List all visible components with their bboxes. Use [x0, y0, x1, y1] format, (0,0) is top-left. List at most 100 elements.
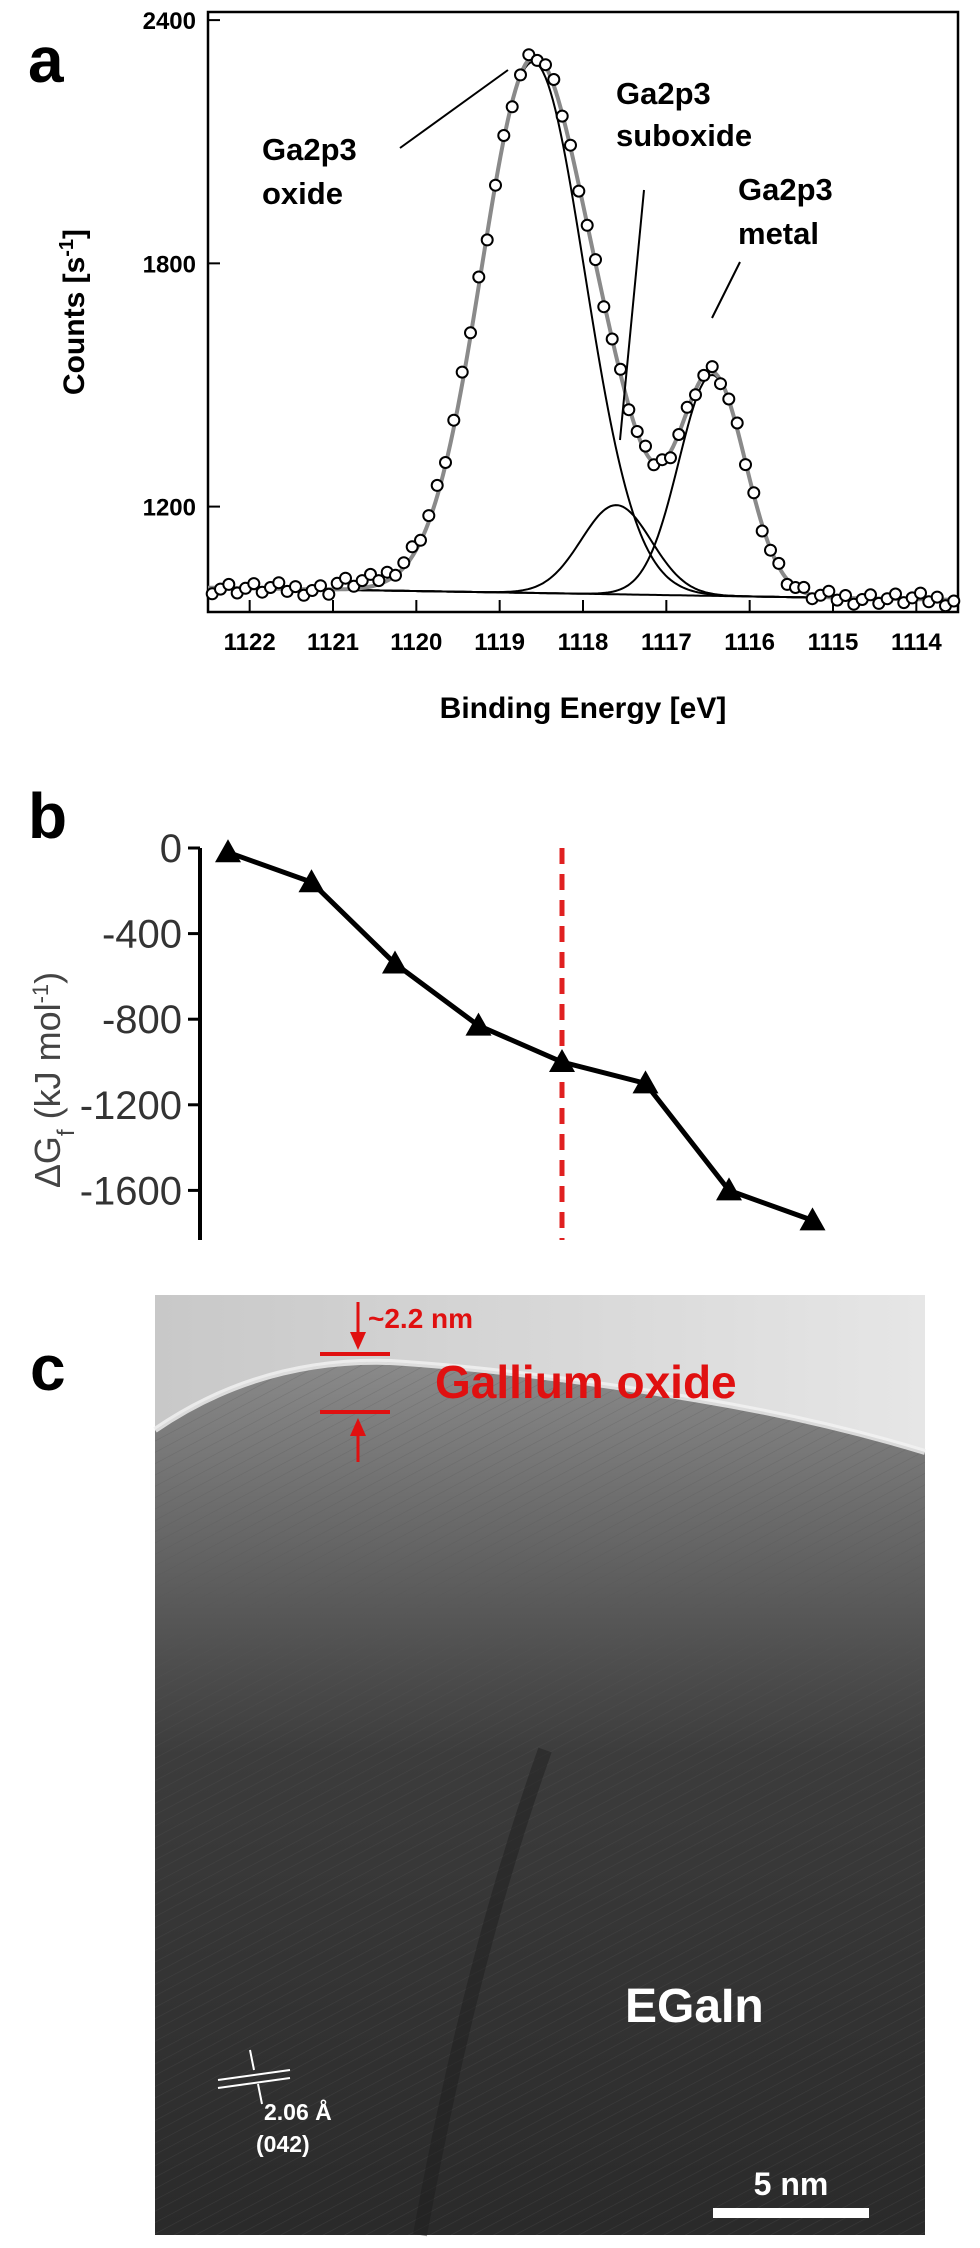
data-point	[405, 540, 419, 554]
y-tick-label-a-1: 1800	[143, 251, 196, 278]
data-point	[414, 533, 427, 547]
x-tick-label-a-3: 1119	[474, 629, 525, 656]
oxide-surface-edge	[153, 1358, 926, 1455]
y-axis-title-b: ΔGf (kJ mol-1)	[27, 972, 80, 1188]
data-point	[422, 509, 436, 523]
data-point	[272, 576, 286, 590]
data-point	[697, 368, 711, 382]
data-point	[889, 587, 902, 601]
spacing-label: 2.06 Å	[264, 2098, 332, 2125]
spacing-line-1	[217, 2069, 291, 2081]
data-point	[322, 587, 336, 601]
y-tick-label-b-1: -400	[102, 913, 182, 957]
x-tick-label-a-0: 1122	[224, 629, 276, 656]
x-tick-label-a-4: 1118	[558, 629, 609, 656]
panel-leter-c: c	[30, 1332, 66, 1404]
tem-image-panel: c ~2.2 nm Gallium oxide EGaIn 2.06 Å (04…	[30, 1295, 926, 2237]
data-point	[489, 178, 502, 192]
data-point	[864, 588, 877, 602]
data-point	[389, 568, 402, 582]
data-point	[497, 129, 511, 142]
data-point	[589, 253, 602, 267]
y-tick-label-b-2: -800	[102, 998, 182, 1042]
panel-b: b 0-400-800-1200-1600-2000 Ag2OCu2OSnO2I…	[0, 740, 980, 1240]
data-point	[930, 590, 944, 604]
y-tick-label-a-0: 1200	[143, 495, 196, 522]
data-point	[472, 270, 486, 284]
egain-label: EGaIn	[625, 1980, 764, 2033]
panel-a: a 1200 1800 2400 1122 1121 1120 1119 1118 1117 1…	[0, 0, 980, 740]
data-point	[755, 524, 769, 538]
panel-letter-b: b	[28, 780, 67, 852]
marker-Ag2O	[215, 839, 241, 863]
data-point	[355, 574, 369, 588]
data-point	[447, 413, 461, 427]
marker-Ga2O3	[549, 1049, 575, 1072]
marker-Al2O3	[716, 1177, 742, 1201]
data-point	[622, 403, 636, 417]
data-point	[822, 584, 836, 598]
y-tick-label-b-3: -1200	[80, 1084, 182, 1128]
x-axis-a: 1122 1121 1120 1119 1118 1117 1116 1115 1114	[224, 600, 942, 656]
x-tick-label-a-5: 1117	[641, 629, 692, 656]
y-axis-b: 0-400-800-1200-1600-2000	[80, 827, 200, 1213]
data-point	[514, 68, 527, 82]
series-line	[227, 849, 814, 1223]
scale-bar-label: 5 nm	[754, 2166, 829, 2202]
data-point	[689, 388, 702, 402]
data-point	[397, 556, 411, 570]
data-point	[797, 580, 811, 594]
data-point	[630, 425, 644, 438]
marker-Cu2O	[298, 869, 325, 893]
data-point	[914, 586, 927, 600]
data-point	[722, 392, 736, 406]
marker-SnO2	[382, 950, 408, 974]
data-point	[764, 543, 777, 557]
data-point	[639, 439, 652, 453]
spacing-arrow-bottom	[257, 2083, 263, 2105]
spacing-arrow-top	[249, 2049, 255, 2071]
thickness-arrowhead-bottom	[350, 1418, 366, 1436]
y-axis-title-a: Counts [s-1]	[56, 229, 91, 395]
marker-HfO2	[632, 1070, 659, 1094]
marker-Gd2O3	[799, 1207, 826, 1231]
x-tick-label-a-2: 1120	[390, 629, 442, 656]
y-axis-a: 1200 1800 2400	[143, 8, 220, 522]
data-point	[572, 184, 586, 198]
data-point	[430, 478, 444, 492]
x-tick-label-a-8: 1114	[891, 629, 942, 656]
data-point	[314, 579, 327, 593]
data-point	[439, 456, 452, 469]
data-point	[739, 458, 752, 472]
component-peak-2	[208, 373, 958, 601]
metal-leader-line	[711, 261, 741, 319]
data-point	[580, 218, 594, 232]
data-point	[480, 233, 494, 247]
thickness-arrowhead-top	[350, 1332, 366, 1350]
gibbs-series	[215, 839, 826, 1231]
data-point	[947, 594, 961, 608]
data-point	[339, 571, 352, 585]
y-tick-label-b-0: 0	[160, 827, 182, 871]
x-tick-label-a-7: 1115	[808, 629, 859, 656]
x-tick-label-a-1: 1121	[307, 629, 359, 656]
data-point	[597, 300, 611, 314]
data-point	[289, 580, 302, 594]
data-point	[672, 428, 686, 441]
data-point	[714, 377, 727, 391]
grain-boundary	[413, 1747, 552, 2237]
suboxide-leader-line	[619, 189, 645, 441]
data-point	[455, 365, 469, 379]
data-point	[539, 58, 552, 72]
oxide-leader-line	[399, 69, 509, 149]
panel-letter-a: a	[28, 24, 64, 96]
data-point	[605, 332, 619, 346]
data-point	[664, 451, 677, 465]
data-point	[772, 556, 786, 570]
gallium-oxide-label: Gallium oxide	[435, 1356, 737, 1408]
data-point	[464, 326, 477, 340]
suboxide-label-line1: Ga2p3	[616, 76, 711, 111]
x-axis-title-a: Binding Energy [eV]	[440, 692, 727, 725]
data-point	[747, 486, 761, 500]
suboxide-label-line2: suboxide	[616, 118, 752, 153]
